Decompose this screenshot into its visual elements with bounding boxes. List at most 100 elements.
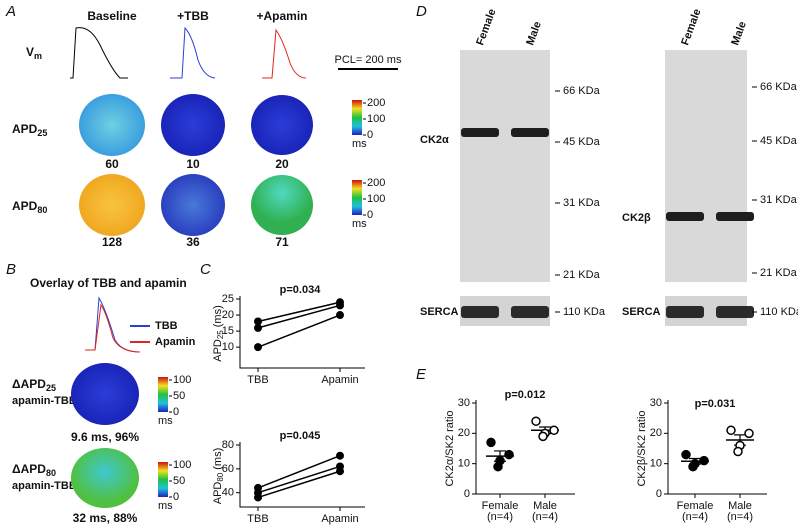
- pair-line: [257, 465, 341, 494]
- y-axis-label: APD80 (ms): [212, 448, 225, 505]
- ap-trace: [70, 27, 128, 79]
- point: [531, 416, 541, 426]
- point: [549, 425, 559, 436]
- scale-tick-label: 50: [173, 390, 185, 402]
- pair-line: [257, 301, 341, 323]
- x-tick-note: (n=4): [727, 511, 753, 523]
- y-axis-label-part: 80: [216, 472, 225, 481]
- x-tick-label: Female: [677, 500, 714, 512]
- row-note: apamin-TBB: [12, 395, 77, 407]
- scale-tick-label: 200: [367, 97, 385, 109]
- row-label: APD80: [12, 199, 47, 215]
- y-tick-label: 15: [222, 325, 234, 337]
- y-tick-label: 10: [222, 341, 234, 353]
- protein-label: SERCA: [420, 306, 459, 318]
- pair-line: [257, 455, 341, 489]
- band: [666, 306, 704, 318]
- band: [461, 128, 499, 137]
- lane-label: Male: [729, 20, 749, 47]
- panel-label: C: [200, 261, 211, 278]
- text-part: ΔAPD: [12, 377, 46, 391]
- x-tick-label: Apamin: [321, 513, 358, 525]
- scale-tick-label: 100: [173, 459, 191, 471]
- text-part: V: [26, 45, 34, 59]
- point: [254, 317, 262, 326]
- panel-label: B: [6, 261, 16, 278]
- color-scale: [158, 377, 168, 412]
- marker-label: 110 KDa: [760, 306, 798, 318]
- chart-title: p=0.012: [505, 389, 546, 401]
- map: [161, 174, 225, 236]
- chart-title: p=0.045: [280, 430, 321, 442]
- map: [251, 175, 313, 235]
- lane-label: Male: [524, 20, 544, 47]
- marker-label: 21 KDa: [563, 269, 601, 281]
- axis: [667, 400, 767, 495]
- marker-label: 45 KDa: [760, 135, 798, 147]
- band: [666, 212, 704, 221]
- blot: [460, 50, 550, 282]
- scale-tick-label: 0: [173, 491, 179, 503]
- marker-label: 31 KDa: [760, 194, 798, 206]
- map: [251, 95, 313, 155]
- band: [716, 306, 754, 318]
- point: [688, 461, 698, 472]
- protein-label: CK2α: [420, 134, 449, 146]
- x-tick-note: (n=4): [532, 511, 558, 523]
- x-tick-note: (n=4): [682, 511, 708, 523]
- point: [336, 451, 344, 460]
- ap-trace: [262, 28, 307, 79]
- map-value: 36: [186, 235, 200, 249]
- y-tick-label: 30: [650, 397, 662, 409]
- scale-unit: ms: [158, 500, 173, 512]
- marker-label: 66 KDa: [563, 85, 601, 97]
- map: [79, 94, 145, 156]
- scale-tick-label: 0: [367, 129, 373, 141]
- point: [336, 301, 344, 310]
- y-tick-label: 10: [458, 458, 470, 470]
- y-axis-label: CK2β/SK2 ratio: [636, 410, 648, 486]
- legend-label: TBB: [155, 320, 178, 332]
- legend-label: Apamin: [155, 336, 196, 348]
- scale-tick-label: 100: [367, 113, 385, 125]
- lane-label: Female: [679, 7, 703, 47]
- x-tick-label: TBB: [247, 374, 268, 386]
- column-header: Baseline: [87, 9, 137, 23]
- axis: [239, 442, 365, 508]
- text-part: 80: [37, 205, 47, 215]
- protein-label: CK2β: [622, 212, 651, 224]
- y-axis-label: APD25 (ms): [212, 305, 225, 362]
- scale-label: PCL= 200 ms: [335, 54, 402, 66]
- x-tick-label: TBB: [247, 513, 268, 525]
- map-value: 9.6 ms, 96%: [71, 430, 139, 444]
- map-value: 71: [275, 235, 289, 249]
- panel-label: E: [416, 366, 427, 383]
- marker-label: 31 KDa: [563, 197, 601, 209]
- pair-line: [257, 304, 341, 329]
- y-axis-label: CK2α/SK2 ratio: [444, 410, 456, 486]
- scale-unit: ms: [158, 415, 173, 427]
- vm-label: Vm: [26, 45, 42, 61]
- y-tick-label: 0: [656, 488, 662, 500]
- y-axis-label-part: (ms): [212, 305, 224, 327]
- scale-tick-label: 100: [367, 193, 385, 205]
- marker-label: 66 KDa: [760, 81, 798, 93]
- y-tick-label: 20: [458, 427, 470, 439]
- text-part: m: [34, 51, 42, 61]
- point: [493, 461, 503, 472]
- ap-trace: [85, 303, 141, 353]
- scale-tick-label: 0: [173, 406, 179, 418]
- x-tick-label: Male: [728, 500, 752, 512]
- y-axis-label-part: APD: [212, 482, 224, 505]
- y-tick-label: 80: [222, 439, 234, 451]
- text-part: 25: [46, 383, 56, 393]
- band: [716, 212, 754, 221]
- point: [254, 323, 262, 332]
- blot: [665, 50, 747, 282]
- y-axis-label-part: CK2β/SK2 ratio: [636, 410, 648, 486]
- point: [744, 428, 754, 439]
- row-note: apamin-TBB: [12, 480, 77, 492]
- point: [254, 493, 262, 502]
- x-tick-label: Male: [533, 500, 557, 512]
